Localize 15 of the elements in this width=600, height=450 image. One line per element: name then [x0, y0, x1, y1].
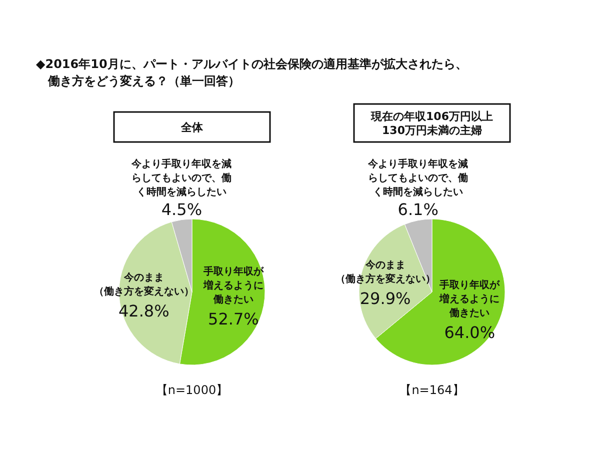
- slice-label: 今より手取り年収を減らしてもよいので、働く時間を減らしたい: [367, 158, 468, 198]
- text: ◆2016年10月に、パート・アルバイトの社会保険の適用基準が拡大されたら、働き方をどう変える？（単一回答）: [36, 57, 468, 88]
- chart-title: 全体: [180, 121, 204, 134]
- text: 【n=1000】: [156, 383, 228, 397]
- text: 【n=164】: [400, 383, 464, 397]
- data-label: 6.1%: [398, 200, 438, 219]
- slice-label: 今のまま（働き方を変えない）: [94, 271, 194, 298]
- slice-label: 今より手取り年収を減らしてもよいので、働く時間を減らしたい: [130, 158, 232, 198]
- data-label: 42.8%: [118, 301, 170, 320]
- data-label: 4.5%: [161, 200, 202, 219]
- data-label: 29.9%: [360, 289, 411, 308]
- chart-title: 現在の年収106万円以上130万円未満の主婦: [370, 110, 493, 137]
- slice-label: 今のまま（働き方を変えない）: [335, 259, 436, 286]
- slice-label: 手取り年収が増えるように働きたい: [438, 279, 501, 320]
- data-label: 52.7%: [208, 309, 259, 328]
